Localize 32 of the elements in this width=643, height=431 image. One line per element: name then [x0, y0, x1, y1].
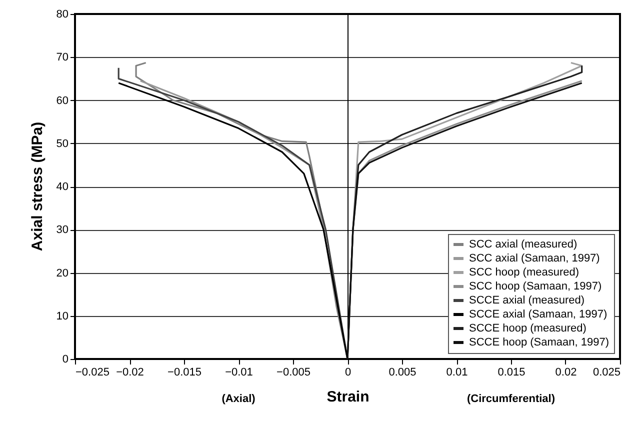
- y-tick-label: 30: [56, 224, 68, 236]
- y-tick-label: 40: [56, 181, 68, 193]
- x-tick-label: 0.025: [592, 366, 620, 378]
- x-tick-label: 0.005: [388, 366, 416, 378]
- legend-label: SCCE axial (Samaan, 1997): [469, 308, 608, 320]
- legend-label: SCC hoop (measured): [469, 266, 580, 278]
- y-tick-label: 80: [56, 8, 68, 20]
- x-tick-label: −0.015: [168, 366, 202, 378]
- legend-label: SCCE hoop (measured): [469, 322, 586, 334]
- text: (Axial): [222, 393, 256, 405]
- y-axis-title: Axial stress (MPa): [29, 122, 46, 252]
- text: (Circumferential): [466, 393, 556, 405]
- y-tick-label: 50: [56, 138, 68, 150]
- y-tick-label: 70: [56, 52, 68, 64]
- x-tick-label: 0: [344, 366, 352, 378]
- x-tick-label: 0.02: [555, 366, 577, 378]
- x-tick-label: 0.015: [498, 366, 526, 378]
- x-tick-label: −0.025: [76, 366, 110, 378]
- y-tick-label: 0: [62, 354, 68, 366]
- legend-label: SCC axial (Samaan, 1997): [469, 252, 600, 264]
- x-tick-label: −0.005: [276, 366, 310, 378]
- legend-label: SCC axial (measured): [469, 238, 578, 250]
- legend-label: SCCE axial (measured): [469, 294, 585, 306]
- y-tick-label: 20: [56, 267, 68, 280]
- y-tick-label: 60: [56, 94, 68, 107]
- x-tick-label: −0.01: [225, 366, 253, 378]
- legend-label: SCC hoop (Samaan, 1997): [469, 280, 602, 292]
- x-axis-title: Strain: [326, 388, 370, 406]
- legend-label: SCCE hoop (Samaan, 1997): [469, 336, 610, 348]
- x-tick-label: −0.02: [116, 366, 144, 378]
- y-tick-label: 10: [56, 310, 68, 322]
- x-tick-label: 0.01: [446, 366, 468, 378]
